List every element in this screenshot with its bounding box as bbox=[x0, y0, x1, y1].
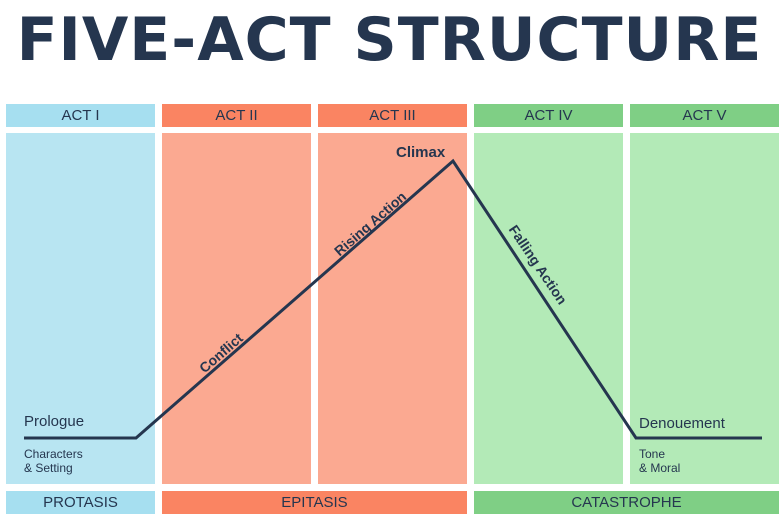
prologue-detail-2: & Setting bbox=[24, 461, 73, 475]
act-header-5: ACT V bbox=[630, 104, 779, 127]
act-header-2: ACT II bbox=[162, 104, 311, 127]
prologue-label: Prologue bbox=[24, 413, 85, 430]
phase-epitasis: EPITASIS bbox=[162, 491, 467, 514]
page-title: FIVE-ACT STRUCTURE bbox=[16, 5, 763, 75]
denouement-detail-1: Tone bbox=[639, 447, 666, 461]
prologue-detail-1: Characters bbox=[24, 447, 83, 461]
denouement-label: Denouement bbox=[639, 415, 725, 432]
phase-protasis: PROTASIS bbox=[6, 491, 155, 514]
phase-catastrophe: CATASTROPHE bbox=[474, 491, 779, 514]
act-column-5 bbox=[630, 133, 779, 484]
act-header-4: ACT IV bbox=[474, 104, 623, 127]
denouement-detail-2: & Moral bbox=[639, 461, 681, 475]
climax-label: Climax bbox=[396, 144, 446, 161]
act-column-1 bbox=[6, 133, 155, 484]
act-column-4 bbox=[474, 133, 623, 484]
act-header-3: ACT III bbox=[318, 104, 467, 127]
act-header-1: ACT I bbox=[6, 104, 155, 127]
act-column-3 bbox=[318, 133, 467, 484]
plot-line bbox=[24, 158, 762, 440]
